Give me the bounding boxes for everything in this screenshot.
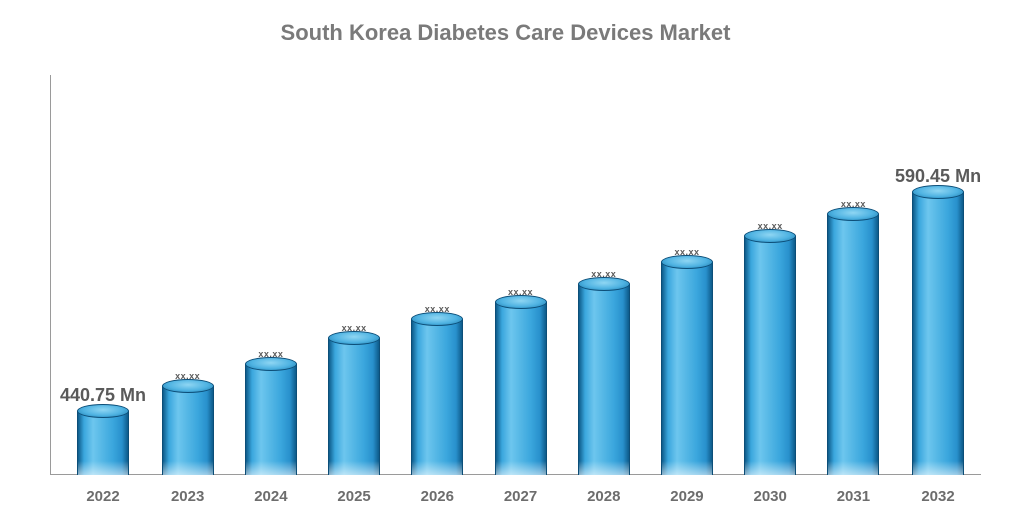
bar-top-cap (495, 295, 547, 309)
bar-value-label: 590.45 Mn (895, 166, 981, 187)
x-axis-label: 2031 (837, 488, 870, 505)
bar-shine (579, 461, 629, 475)
bar-slot: xx.xx2027 (479, 80, 562, 475)
bar-top-cap (162, 379, 214, 393)
bars-container: 440.75 Mn2022xx.xx2023xx.xx2024xx.xx2025… (60, 80, 981, 475)
bar-shine (662, 461, 712, 475)
bar-front (245, 364, 297, 475)
bar-front (411, 319, 463, 475)
bar-shine (496, 461, 546, 475)
x-axis-label: 2026 (421, 488, 454, 505)
bar-slot: xx.xx2024 (229, 80, 312, 475)
bar (827, 214, 879, 475)
bar (661, 262, 713, 475)
x-axis-label: 2028 (587, 488, 620, 505)
bar-slot: xx.xx2026 (396, 80, 479, 475)
y-axis-line (50, 75, 51, 475)
bar-shine (163, 461, 213, 475)
bar (912, 192, 964, 476)
bar (245, 364, 297, 475)
bar-front (744, 236, 796, 475)
bar-slot: xx.xx2029 (645, 80, 728, 475)
bar-shine (913, 461, 963, 475)
chart-plot-area: 440.75 Mn2022xx.xx2023xx.xx2024xx.xx2025… (50, 80, 981, 475)
bar-value-label: 440.75 Mn (60, 385, 146, 406)
bar (578, 284, 630, 475)
bar-front (661, 262, 713, 475)
bar-front (827, 214, 879, 475)
bar-shine (78, 461, 128, 475)
bar-slot: xx.xx2023 (146, 80, 229, 475)
bar-shine (828, 461, 878, 475)
bar-slot: xx.xx2031 (812, 80, 895, 475)
bar-front (912, 192, 964, 476)
x-axis-label: 2025 (337, 488, 370, 505)
chart-title: South Korea Diabetes Care Devices Market (0, 20, 1011, 46)
bar-slot: xx.xx2030 (729, 80, 812, 475)
bar-shine (329, 461, 379, 475)
bar-front (578, 284, 630, 475)
bar-shine (246, 461, 296, 475)
bar-shine (745, 461, 795, 475)
x-axis-label: 2027 (504, 488, 537, 505)
bar-front (328, 338, 380, 475)
bar (411, 319, 463, 475)
bar-top-cap (328, 331, 380, 345)
bar-top-cap (411, 312, 463, 326)
bar-slot: 590.45 Mn2032 (895, 80, 981, 475)
bar-slot: xx.xx2028 (562, 80, 645, 475)
bar-slot: 440.75 Mn2022 (60, 80, 146, 475)
x-axis-label: 2030 (754, 488, 787, 505)
x-axis-label: 2024 (254, 488, 287, 505)
bar-front (162, 386, 214, 475)
bar-slot: xx.xx2025 (312, 80, 395, 475)
bar-top-cap (661, 255, 713, 269)
bar-top-cap (912, 185, 964, 199)
bar-top-cap (245, 357, 297, 371)
bar (162, 386, 214, 475)
x-axis-label: 2029 (670, 488, 703, 505)
bar-top-cap (827, 207, 879, 221)
bar-front (77, 411, 129, 475)
x-axis-label: 2032 (921, 488, 954, 505)
bar (328, 338, 380, 475)
bar-front (495, 302, 547, 475)
bar (744, 236, 796, 475)
x-axis-label: 2023 (171, 488, 204, 505)
bar-shine (412, 461, 462, 475)
bar (495, 302, 547, 475)
bar-top-cap (578, 277, 630, 291)
x-axis-label: 2022 (86, 488, 119, 505)
bar (77, 411, 129, 475)
